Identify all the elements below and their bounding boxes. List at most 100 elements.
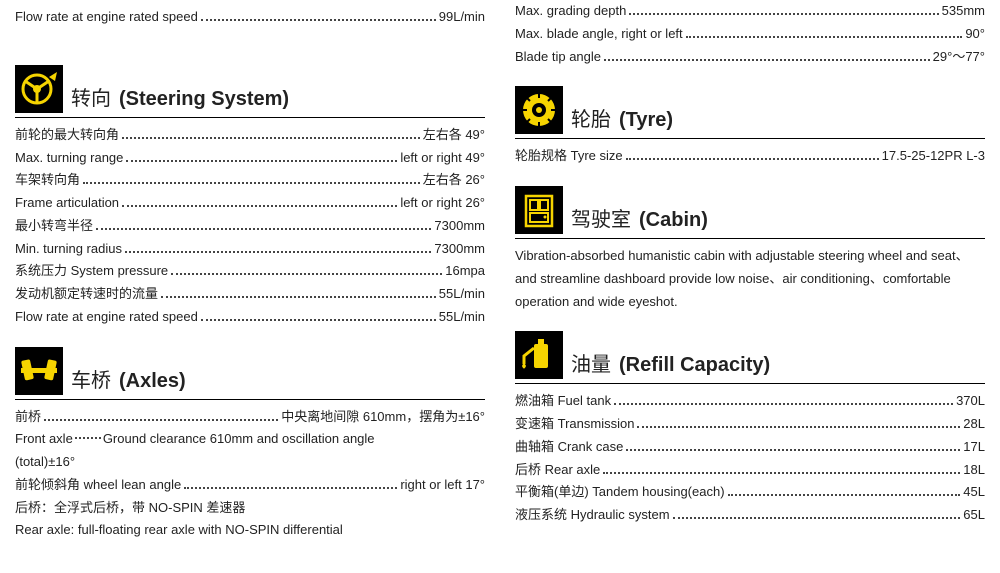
spec-label: 系统压力 System pressure <box>15 260 168 283</box>
section-title-cn: 油量 <box>571 348 611 377</box>
section-rule <box>515 138 985 139</box>
section-title-en: (Tyre) <box>619 109 673 132</box>
spec-value: 45L <box>963 481 985 504</box>
spec-value: 7300mm <box>434 238 485 261</box>
axles-icon <box>15 347 63 395</box>
leader-dots <box>201 19 436 21</box>
spec-value: left or right 26° <box>400 192 485 215</box>
spec-label: Max. turning range <box>15 147 123 170</box>
section-rule <box>15 399 485 400</box>
leader-dots <box>122 205 397 207</box>
section-title-en: (Steering System) <box>119 88 289 111</box>
leader-dots <box>44 419 278 421</box>
leader-dots <box>673 517 961 519</box>
spec-value: 535mm <box>942 0 985 23</box>
leader-dots <box>171 273 442 275</box>
spec-row: Max. blade angle, right or left90° <box>515 23 985 46</box>
section-title-en: (Refill Capacity) <box>619 354 770 377</box>
spec-label: 液压系统 Hydraulic system <box>515 504 670 527</box>
spec-row: 液压系统 Hydraulic system 65L <box>515 504 985 527</box>
spec-row: Max. grading depth535mm <box>515 0 985 23</box>
spec-label: 变速箱 Transmission <box>515 413 634 436</box>
section-header-steering: 转向 (Steering System) <box>15 65 485 113</box>
section-rule <box>15 117 485 118</box>
spec-label: 燃油箱 Fuel tank <box>515 390 611 413</box>
tyre-rows: 轮胎规格 Tyre size17.5-25-12PR L-3 <box>515 145 985 168</box>
leader-dots <box>201 319 436 321</box>
leader-dots <box>184 487 397 489</box>
section-title-en: (Axles) <box>119 370 186 393</box>
section-title-cn: 车桥 <box>71 364 111 393</box>
steering-rows: 前轮的最大转向角 左右各 49° Max. turning range left or… <box>15 124 485 329</box>
leader-dots <box>96 228 431 230</box>
spec-label: Min. turning radius <box>15 238 122 261</box>
spec-value: 55L/min <box>439 283 485 306</box>
spec-value: 7300mm <box>434 215 485 238</box>
leader-dots <box>161 296 436 298</box>
spec-row: 曲轴箱 Crank case 17L <box>515 436 985 459</box>
spec-value: 左右各 26° <box>423 169 485 192</box>
tyre-icon <box>515 86 563 134</box>
right-column: Max. grading depth535mmMax. blade angle,… <box>515 0 985 542</box>
spec-row: Min. turning radius 7300mm <box>15 238 485 261</box>
spec-label: 前轮的最大转向角 <box>15 124 119 147</box>
spec-row: Frame articulation left or right 26° <box>15 192 485 215</box>
leader-dots <box>122 137 420 139</box>
spec-label: 前桥 <box>15 406 41 429</box>
text: Front axle <box>15 431 73 446</box>
spec-value: 左右各 49° <box>423 124 485 147</box>
spec-row: 燃油箱 Fuel tank370L <box>515 390 985 413</box>
spec-value: 28L <box>963 413 985 436</box>
leader-dots <box>614 403 953 405</box>
leader-dots <box>728 494 961 496</box>
section-header-tyre: 轮胎 (Tyre) <box>515 86 985 134</box>
leader-dots <box>83 182 420 184</box>
leader-dots <box>125 251 431 253</box>
spec-label: 后桥 Rear axle <box>515 459 600 482</box>
spec-value: 中央离地间隙 610mm，摆角为±16° <box>281 406 485 429</box>
refill-rows: 燃油箱 Fuel tank370L变速箱 Transmission28L曲轴箱 … <box>515 390 985 527</box>
spec-value: 55L/min <box>439 306 485 329</box>
leader-dots <box>626 158 879 160</box>
spec-label: 车架转向角 <box>15 169 80 192</box>
rear-axle-cn: 后桥：全浮式后桥，带 NO-SPIN 差速器 <box>15 497 485 520</box>
leader-dots <box>637 426 960 428</box>
spec-row: 最小转弯半径 7300mm <box>15 215 485 238</box>
spec-value: 90° <box>965 23 985 46</box>
spec-row: 前轮的最大转向角 左右各 49° <box>15 124 485 147</box>
spec-label: Flow rate at engine rated speed <box>15 306 198 329</box>
spec-row: 发动机额定转速时的流量55L/min <box>15 283 485 306</box>
spec-row: Max. turning range left or right 49° <box>15 147 485 170</box>
spec-row: Blade tip angle29°～77° <box>515 46 985 69</box>
blade-rows: Max. grading depth535mmMax. blade angle,… <box>515 0 985 68</box>
section-rule <box>515 383 985 384</box>
cabin-icon <box>515 186 563 234</box>
spec-row: 后桥 Rear axle 18L <box>515 459 985 482</box>
spec-label: 最小转弯半径 <box>15 215 93 238</box>
spec-page: Flow rate at engine rated speed 99L/min … <box>0 0 1000 542</box>
spec-row: 前轮倾斜角 wheel lean angle right or left 17° <box>15 474 485 497</box>
spec-label: 曲轴箱 Crank case <box>515 436 623 459</box>
spec-value: left or right 49° <box>400 147 485 170</box>
spec-value: 65L <box>963 504 985 527</box>
spec-value: 29°～77° <box>933 46 985 69</box>
spec-label: Frame articulation <box>15 192 119 215</box>
spec-label: 平衡箱(单边) Tandem housing(each) <box>515 481 725 504</box>
spec-value: right or left 17° <box>400 474 485 497</box>
cabin-paragraph: Vibration-absorbed humanistic cabin with… <box>515 245 985 313</box>
leader-dots <box>686 36 963 38</box>
spec-value: 17.5-25-12PR L-3 <box>882 145 985 168</box>
rear-axle-en: Rear axle: full-floating rear axle with … <box>15 519 485 542</box>
spec-row: 平衡箱(单边) Tandem housing(each) 45L <box>515 481 985 504</box>
leader-dots <box>604 59 930 61</box>
spec-value: 18L <box>963 459 985 482</box>
spec-label: 前轮倾斜角 wheel lean angle <box>15 474 181 497</box>
section-title-en: (Cabin) <box>639 209 708 232</box>
spec-value: 17L <box>963 436 985 459</box>
section-header-cabin: 驾驶室 (Cabin) <box>515 186 985 234</box>
section-rule <box>515 238 985 239</box>
front-axle-line2: (total)±16° <box>15 451 485 474</box>
section-title-cn: 轮胎 <box>571 103 611 132</box>
front-axle-line: Front axleGround clearance 610mm and osc… <box>15 428 485 451</box>
spec-row: 轮胎规格 Tyre size17.5-25-12PR L-3 <box>515 145 985 168</box>
